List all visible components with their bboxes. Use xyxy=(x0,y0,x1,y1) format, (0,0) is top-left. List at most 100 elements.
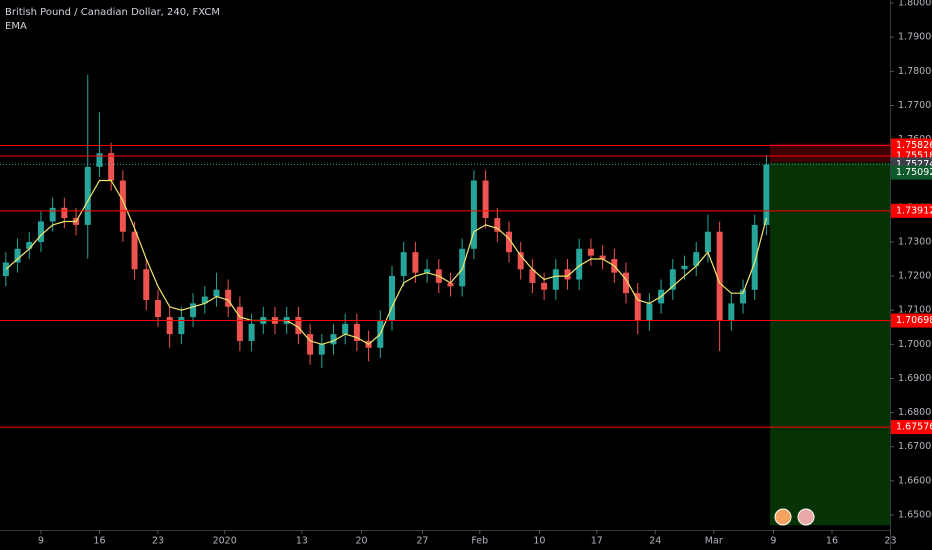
y-tick-label: 1.80000 xyxy=(898,0,932,9)
x-tick-label: 27 xyxy=(416,536,428,547)
x-tick-label: 23 xyxy=(884,536,896,547)
x-tick-label: 23 xyxy=(152,536,164,547)
candle-body xyxy=(330,334,337,345)
candle-body xyxy=(716,231,723,321)
x-tick-label: 9 xyxy=(770,536,776,547)
candle-body xyxy=(2,262,9,277)
y-tick-label: 1.73000 xyxy=(898,236,932,247)
candle-body xyxy=(84,166,91,225)
candle-body xyxy=(201,296,208,304)
candle-body xyxy=(728,303,735,321)
candle-body xyxy=(541,282,548,290)
x-tick-label: 17 xyxy=(591,536,603,547)
position-target-zone xyxy=(769,162,890,526)
x-tick-label: 16 xyxy=(826,536,838,547)
level-tag-label: 1.70698 xyxy=(896,315,932,326)
icon[interactable] xyxy=(797,508,815,526)
x-tick-label: 2020 xyxy=(213,536,237,547)
position-stop-zone xyxy=(769,143,890,163)
candle-body xyxy=(763,164,770,225)
plot-area xyxy=(2,74,890,526)
price-tag xyxy=(891,165,932,180)
candle-body xyxy=(517,252,524,270)
candle-body xyxy=(576,248,583,280)
candle-body xyxy=(213,289,220,297)
x-tick-label: 13 xyxy=(296,536,308,547)
candle-body xyxy=(634,293,641,321)
candle-body xyxy=(119,180,126,232)
candle-body xyxy=(248,323,255,341)
y-tick-label: 1.72000 xyxy=(898,271,932,282)
x-tick-label: 24 xyxy=(649,536,661,547)
candle-body xyxy=(470,180,477,249)
y-tick-label: 1.78000 xyxy=(898,66,932,77)
candle-body xyxy=(353,323,360,341)
icon[interactable] xyxy=(774,508,792,526)
candle-body xyxy=(108,153,115,181)
toolbar-icons[interactable] xyxy=(774,508,815,526)
candle-body xyxy=(307,334,314,355)
x-tick-label: Feb xyxy=(471,536,488,547)
x-tick-label: 16 xyxy=(93,536,105,547)
candle-body xyxy=(564,269,571,280)
candle-body xyxy=(740,289,747,304)
x-tick-label: Mar xyxy=(705,536,723,547)
candle-body xyxy=(143,269,150,300)
level-tag-label: 1.75826 xyxy=(896,140,932,151)
candle-body xyxy=(190,303,197,318)
level-tag-label: 1.75518 xyxy=(896,151,932,162)
candle-body xyxy=(447,282,454,287)
y-tick-label: 1.65000 xyxy=(898,509,932,520)
x-tick-label: 10 xyxy=(533,536,545,547)
level-tag xyxy=(891,203,932,218)
candle-body xyxy=(342,323,349,335)
candle-body xyxy=(225,289,232,307)
candle-body xyxy=(49,207,56,222)
candle-body xyxy=(494,218,501,232)
candle-body xyxy=(669,269,676,290)
y-tick-label: 1.68000 xyxy=(898,407,932,418)
candle-body xyxy=(37,221,44,242)
last-price-label: 1.75274 xyxy=(896,159,932,170)
y-tick-label: 1.70000 xyxy=(898,339,932,350)
y-tick-label: 1.69000 xyxy=(898,373,932,384)
y-tick-label: 1.67000 xyxy=(898,441,932,452)
candle-body xyxy=(318,344,325,355)
candle-body xyxy=(26,241,33,249)
candle-body xyxy=(506,231,513,253)
candle-body xyxy=(693,252,700,266)
candle-body xyxy=(482,180,489,219)
candle-body xyxy=(96,153,103,167)
candle-body xyxy=(552,269,559,290)
candle-body xyxy=(681,265,688,270)
candle-body xyxy=(751,224,758,290)
candle-body xyxy=(704,231,711,253)
candle-body xyxy=(623,272,630,294)
candle-body xyxy=(154,299,161,318)
candle-body xyxy=(295,317,302,335)
chart-title: British Pound / Canadian Dollar, 240, FX… xyxy=(5,7,220,18)
candle-body xyxy=(599,255,606,260)
candle-body xyxy=(424,269,431,273)
x-tick-label: 9 xyxy=(38,536,44,547)
candle-body xyxy=(646,303,653,321)
price-tag-label: 1.75092 xyxy=(896,167,932,178)
y-tick-label: 1.77000 xyxy=(898,100,932,111)
candle-body xyxy=(61,207,68,219)
level-tag xyxy=(891,313,932,328)
candle-body xyxy=(178,317,185,335)
candle-body xyxy=(166,317,173,335)
candle-body xyxy=(529,269,536,283)
level-tag xyxy=(891,420,932,435)
y-tick-label: 1.79000 xyxy=(898,32,932,43)
level-tag-label: 1.67576 xyxy=(896,422,932,433)
candle-body xyxy=(388,276,395,321)
candle-body xyxy=(587,248,594,256)
candle-body xyxy=(412,252,419,273)
x-tick-label: 20 xyxy=(356,536,368,547)
candle-body xyxy=(400,252,407,277)
level-tag xyxy=(891,138,932,153)
y-tick-label: 1.71000 xyxy=(898,305,932,316)
